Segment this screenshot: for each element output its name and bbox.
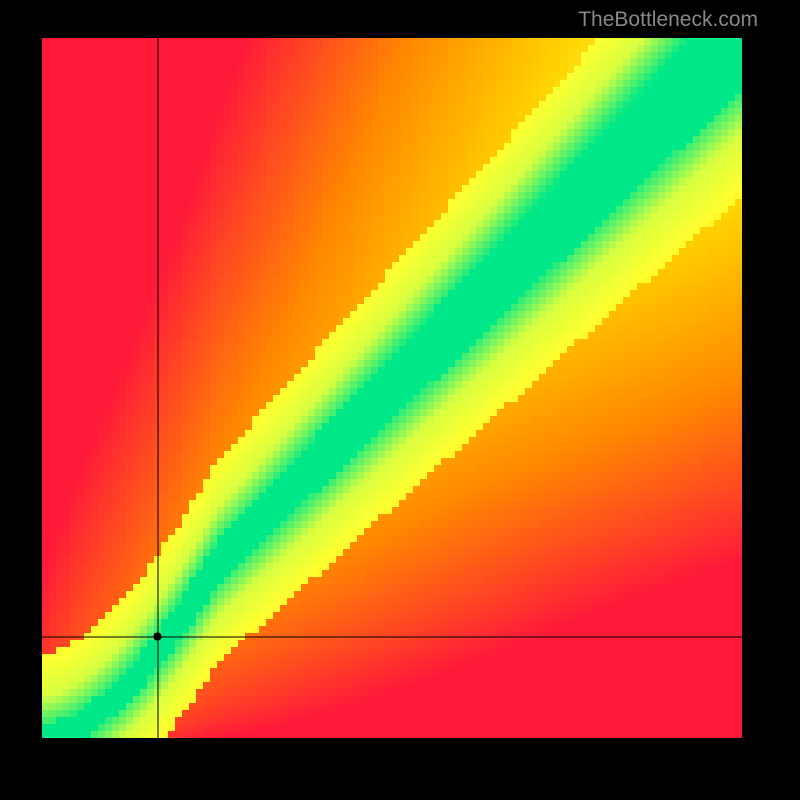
chart-container: { "attribution": "TheBottleneck.com", "p… [0, 0, 800, 800]
attribution-text: TheBottleneck.com [578, 8, 758, 32]
heatmap-plot [42, 38, 742, 738]
heatmap-canvas [42, 38, 742, 738]
